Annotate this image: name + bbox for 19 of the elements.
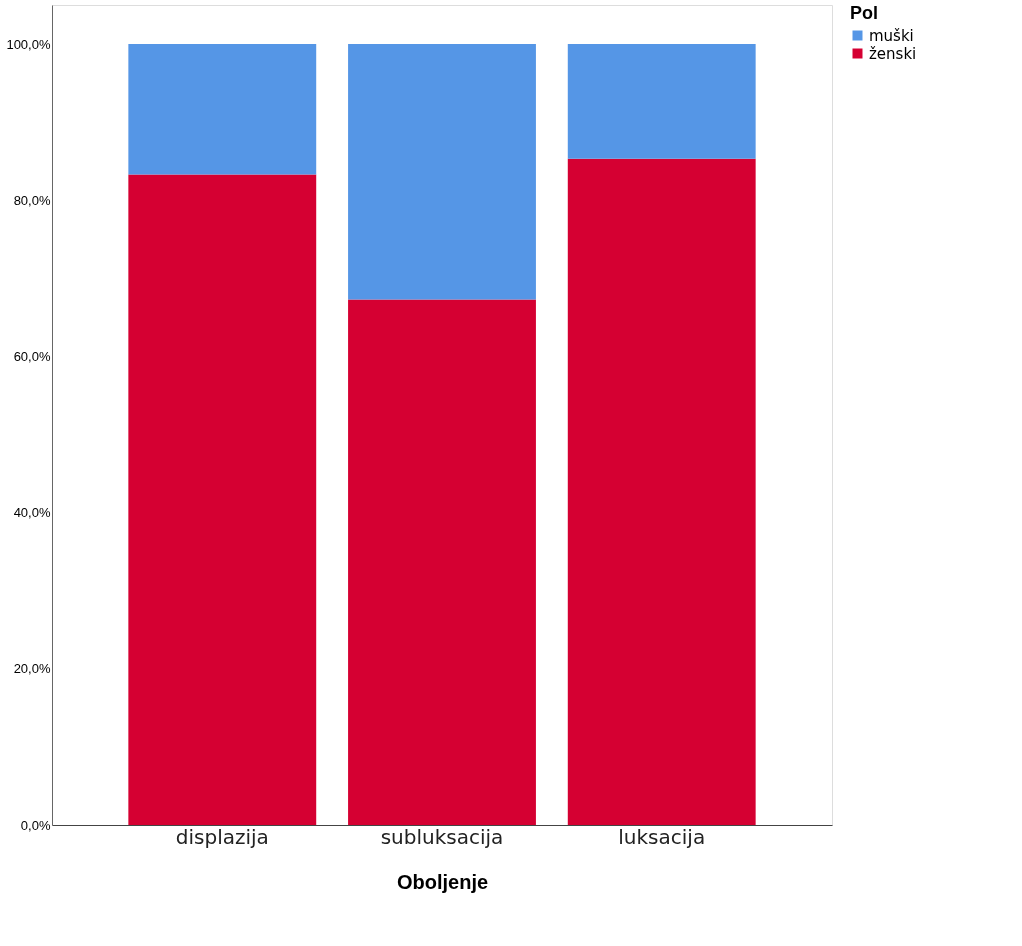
x-axis-title: Oboljenje [396,870,489,893]
x-tick-label: luksacija [618,824,706,849]
bar [348,44,536,300]
legend-label: ženski [869,44,917,63]
y-tick-label: 0,0% [20,817,51,833]
y-tick-label: 80,0% [13,192,51,208]
x-tick-label: displazija [175,824,269,849]
bar [567,158,756,825]
y-tick-label: 20,0% [13,661,51,677]
y-tick-label: 100,0% [6,36,51,52]
y-tick-label: 40,0% [13,505,51,521]
y-tick-label: 60,0% [13,348,51,364]
legend-title: Pol [850,3,879,23]
x-tick-label: subluksacija [380,824,504,849]
bar [567,44,756,159]
legend-label: muški [869,26,914,45]
bar [128,174,317,825]
bar [348,299,536,825]
bar [128,44,317,175]
